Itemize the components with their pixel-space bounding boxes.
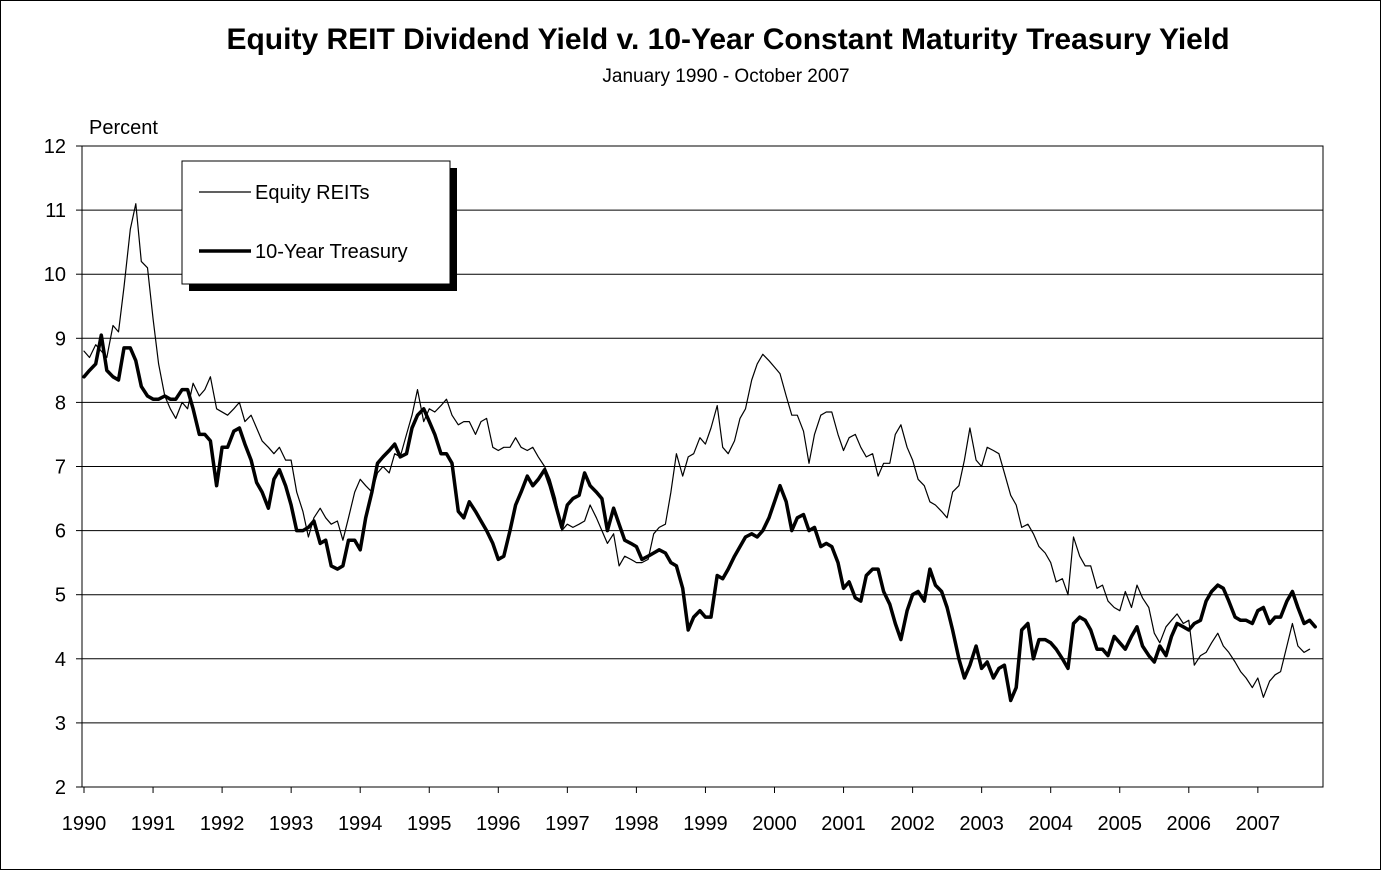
y-axis: 2 3 4 5 6 7 8 9 10 11 12 — [44, 136, 82, 799]
x-tick-label: 2003 — [959, 813, 1004, 835]
y-tick-label: 7 — [55, 457, 66, 479]
x-tick-label: 1998 — [614, 813, 659, 835]
series-line-10-year-treasury — [82, 333, 1317, 703]
legend-label-10-year-treasury: 10-Year Treasury — [255, 241, 408, 263]
chart-subtitle: January 1990 - October 2007 — [602, 66, 849, 87]
x-axis: 1990 1991 1992 1993 1994 1995 1996 1997 1998 1999… — [62, 787, 1280, 835]
series-group — [82, 203, 1317, 703]
x-tick-label: 2004 — [1028, 813, 1073, 835]
y-tick-label: 10 — [44, 264, 66, 286]
x-tick-label: 1991 — [131, 813, 176, 835]
y-tick-label: 6 — [55, 521, 66, 543]
x-tick-label: 2002 — [890, 813, 935, 835]
x-tick-label: 1996 — [476, 813, 521, 835]
y-tick-label: 9 — [55, 328, 66, 350]
x-tick-label: 1993 — [269, 813, 314, 835]
legend-box — [181, 160, 451, 285]
y-tick-label: 2 — [55, 777, 66, 799]
x-tick-label: 1999 — [683, 813, 728, 835]
legend: Equity REITs 10-Year Treasury — [181, 160, 457, 291]
x-tick-label: 2001 — [821, 813, 866, 835]
x-tick-label: 1995 — [407, 813, 452, 835]
y-axis-label: Percent — [89, 117, 158, 139]
x-tick-label: 1990 — [62, 813, 107, 835]
y-tick-label: 4 — [55, 649, 66, 671]
x-tick-label: 1992 — [200, 813, 245, 835]
x-tick-label: 2005 — [1098, 813, 1143, 835]
y-tick-label: 12 — [44, 136, 66, 158]
series-line-equity-reits — [83, 203, 1311, 698]
legend-label-equity-reits: Equity REITs — [255, 182, 369, 204]
x-tick-label: 2006 — [1167, 813, 1212, 835]
y-tick-label: 5 — [55, 585, 66, 607]
x-tick-label: 1994 — [338, 813, 383, 835]
chart-title: Equity REIT Dividend Yield v. 10-Year Co… — [226, 23, 1229, 56]
y-tick-label: 8 — [55, 392, 66, 414]
gridlines — [82, 209, 1323, 724]
x-tick-label: 2000 — [752, 813, 797, 835]
y-tick-label: 3 — [55, 713, 66, 735]
y-tick-label: 11 — [45, 200, 66, 222]
x-tick-label: 1997 — [545, 813, 590, 835]
x-tick-label: 2007 — [1236, 813, 1281, 835]
